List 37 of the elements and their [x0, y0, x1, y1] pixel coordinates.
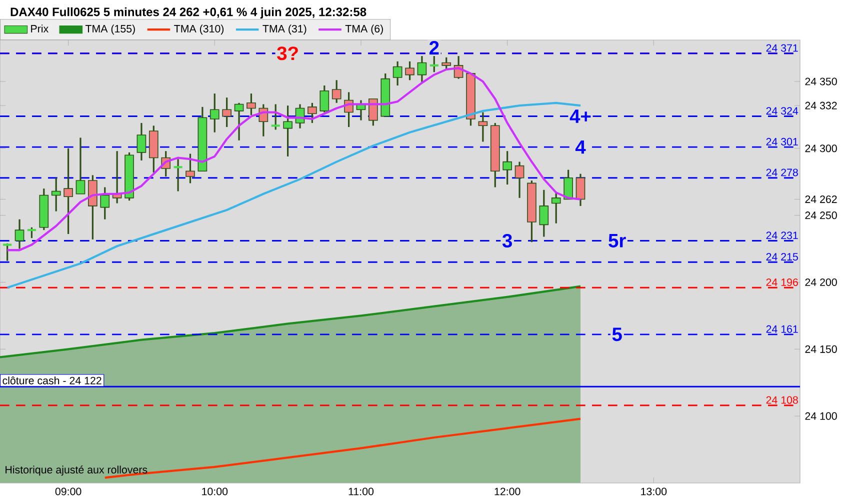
- x-tick-label: 11:00: [348, 488, 374, 496]
- annotation: 4: [575, 140, 586, 154]
- annotation: 3: [502, 234, 512, 248]
- x-tick-label: 12:00: [494, 488, 520, 496]
- annotation: 5: [612, 328, 622, 342]
- y-tick-label: 24 200: [805, 278, 837, 286]
- y-tick-label: 24 250: [805, 212, 837, 220]
- annotation: Historique ajusté aux rollovers: [6, 466, 148, 476]
- y-tick-label: 24 100: [805, 412, 837, 420]
- annotation: 5r: [608, 234, 626, 248]
- y-tick-label: 24 150: [805, 345, 837, 353]
- ref-line-label: 24 371: [766, 44, 798, 52]
- annotation: 2: [429, 41, 439, 54]
- x-tick-label: 10:00: [202, 488, 228, 496]
- ref-line-label: 24 231: [766, 232, 798, 240]
- ref-line-label: 24 215: [766, 253, 798, 261]
- x-tick-label: 09:00: [55, 488, 82, 496]
- legend-label: TMA (310): [174, 24, 224, 35]
- y-tick-label: 24 262: [805, 195, 837, 204]
- chart-title: DAX40 Full0625 5 minutes 24 262 +0,61 % 4 juin 2025, 12:32:58: [10, 7, 366, 19]
- ref-line-label: clôture cash - 24 122: [2, 376, 102, 384]
- legend-label: TMA (31): [262, 24, 306, 35]
- ref-line-label: 24 196: [766, 278, 798, 286]
- legend-label: TMA (155): [85, 24, 135, 35]
- annotation: 4+: [570, 110, 591, 123]
- legend-label: TMA (6): [345, 24, 383, 35]
- ref-line-label: 24 278: [766, 168, 798, 176]
- x-tick-label: 13:00: [641, 488, 667, 496]
- ref-line-label: 24 324: [766, 107, 798, 115]
- ref-line-label: 24 301: [766, 138, 798, 146]
- legend-label: Prix: [31, 24, 48, 32]
- ref-line-label: 24 161: [766, 325, 798, 333]
- y-tick-label: 24 332: [805, 102, 837, 110]
- annotation: 3?: [277, 46, 298, 60]
- y-tick-label: 24 350: [805, 78, 837, 86]
- ref-line-label: 24 108: [766, 396, 798, 404]
- y-tick-label: 24 300: [805, 144, 837, 152]
